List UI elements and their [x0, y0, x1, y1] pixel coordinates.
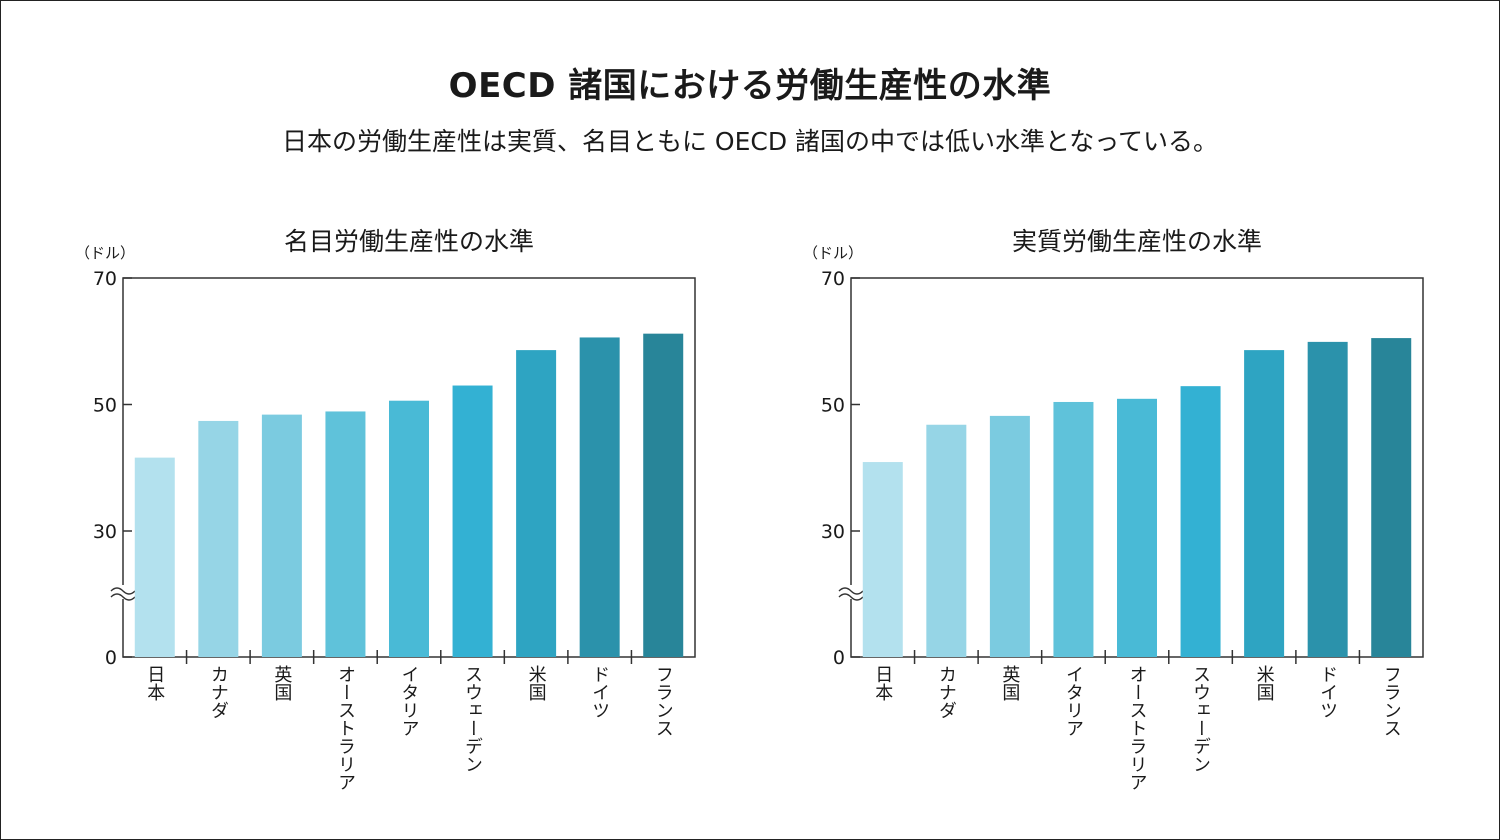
bar-スウェーデン [452, 385, 493, 657]
bar-スウェーデン [1180, 386, 1221, 657]
bar-イタリア [1053, 401, 1094, 657]
y-unit-label: （ドル） [75, 244, 135, 262]
bar-日本 [134, 457, 175, 657]
y-tick-label: 70 [821, 268, 845, 290]
x-category-label: スウェーデン [1190, 665, 1211, 773]
axis-break-icon [110, 585, 136, 601]
bar-カナダ [926, 424, 967, 657]
x-category-label: フランス [1381, 665, 1402, 737]
bar-オーストラリア [1117, 398, 1157, 657]
bar-カナダ [198, 420, 239, 657]
x-category-label: 米国 [1254, 665, 1275, 701]
y-tick-label: 30 [821, 521, 845, 543]
axis-break-icon [838, 585, 864, 601]
y-unit-label: （ドル） [803, 244, 863, 262]
x-category-label: 英国 [271, 665, 292, 701]
bar-英国 [989, 415, 1030, 657]
x-category-label: フランス [653, 665, 674, 737]
x-category-label: 英国 [999, 665, 1020, 701]
page-subtitle: 日本の労働生産性は実質、名目ともに OECD 諸国の中では低い水準となっている。 [281, 127, 1219, 156]
bar-英国 [261, 414, 302, 657]
x-category-label: 米国 [526, 665, 547, 701]
x-category-label: 日本 [872, 665, 893, 701]
chart-title: 実質労働生産性の水準 [1012, 227, 1262, 256]
x-category-label: オーストラリア [335, 665, 356, 791]
x-category-label: スウェーデン [462, 665, 483, 773]
chart-2: 実質労働生産性の水準 （ドル） 0 30 50 70 日本 カナダ 英国 イタリア オーストラリア ス… [803, 227, 1424, 791]
bar-米国 [516, 350, 557, 657]
x-category-label: カナダ [936, 665, 957, 719]
bar-フランス [643, 333, 684, 657]
bar-日本 [862, 462, 903, 657]
y-tick-label: 0 [105, 647, 117, 669]
x-category-label: ドイツ [1317, 665, 1338, 719]
x-category-label: ドイツ [589, 665, 610, 719]
x-category-label: イタリア [1063, 665, 1084, 737]
bar-オーストラリア [325, 411, 366, 657]
chart-1: 名目労働生産性の水準 （ドル） 0 30 50 70 日本 カナダ 英国 オーストラリア イタリア ス… [75, 227, 696, 791]
x-category-label: カナダ [208, 665, 229, 719]
y-tick-label: 30 [93, 521, 117, 543]
bar-ドイツ [579, 337, 620, 657]
y-tick-label: 50 [821, 395, 845, 417]
chart-title: 名目労働生産性の水準 [284, 227, 534, 256]
y-tick-label: 70 [93, 268, 117, 290]
x-category-label: 日本 [144, 665, 165, 701]
bar-イタリア [389, 400, 429, 657]
page-title: OECD 諸国における労働生産性の水準 [448, 66, 1052, 106]
y-tick-label: 50 [93, 395, 117, 417]
bar-フランス [1371, 338, 1412, 657]
y-tick-label: 0 [833, 647, 845, 669]
bar-ドイツ [1307, 341, 1348, 657]
bar-米国 [1244, 350, 1285, 657]
x-category-label: オーストラリア [1127, 665, 1148, 791]
x-category-label: イタリア [399, 665, 420, 737]
